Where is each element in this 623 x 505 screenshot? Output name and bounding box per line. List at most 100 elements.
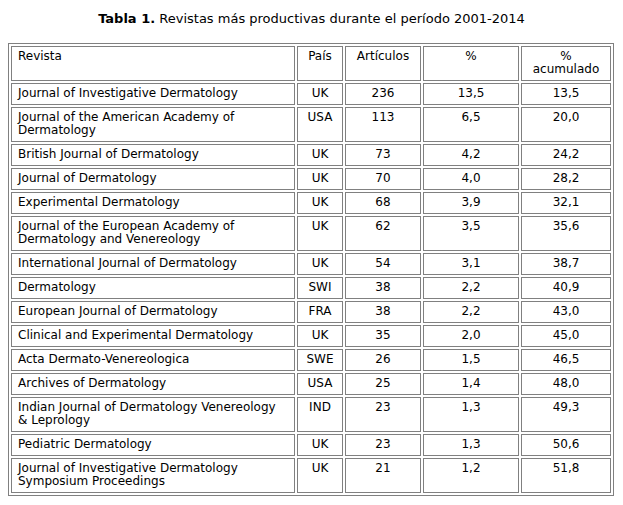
cell-pct-acumulado: 32,1 bbox=[521, 192, 611, 214]
cell-revista: Archives of Dermatology bbox=[11, 373, 295, 395]
table-row: Clinical and Experimental Dermatology UK… bbox=[11, 325, 611, 347]
cell-pct: 1,2 bbox=[423, 458, 519, 493]
header-row: Revista País Artículos % % acumulado bbox=[11, 46, 611, 81]
cell-pais: UK bbox=[297, 168, 343, 190]
cell-pais: UK bbox=[297, 458, 343, 493]
cell-pais: IND bbox=[297, 397, 343, 432]
table-row: Pediatric Dermatology UK 23 1,3 50,6 bbox=[11, 434, 611, 456]
table-row: Journal of the European Academy of Derma… bbox=[11, 216, 611, 251]
cell-pct-acumulado: 35,6 bbox=[521, 216, 611, 251]
cell-revista: Clinical and Experimental Dermatology bbox=[11, 325, 295, 347]
cell-pct: 3,5 bbox=[423, 216, 519, 251]
cell-pct: 4,2 bbox=[423, 144, 519, 166]
cell-articulos: 23 bbox=[345, 434, 421, 456]
table-caption: Tabla 1. Revistas más productivas durant… bbox=[0, 0, 623, 27]
cell-pct-acumulado: 46,5 bbox=[521, 349, 611, 371]
table-row: Journal of Investigative Dermatology Sym… bbox=[11, 458, 611, 493]
table-row: Journal of Dermatology UK 70 4,0 28,2 bbox=[11, 168, 611, 190]
cell-pct-acumulado: 40,9 bbox=[521, 277, 611, 299]
cell-revista: Journal of the European Academy of Derma… bbox=[11, 216, 295, 251]
cell-articulos: 26 bbox=[345, 349, 421, 371]
table-row: Archives of Dermatology USA 25 1,4 48,0 bbox=[11, 373, 611, 395]
table-caption-text: Revistas más productivas durante el perí… bbox=[155, 11, 525, 26]
cell-revista: Experimental Dermatology bbox=[11, 192, 295, 214]
header-pct-acumulado: % acumulado bbox=[521, 46, 611, 81]
cell-articulos: 73 bbox=[345, 144, 421, 166]
cell-revista: Journal of the American Academy of Derma… bbox=[11, 107, 295, 142]
cell-articulos: 38 bbox=[345, 277, 421, 299]
cell-pct: 1,3 bbox=[423, 397, 519, 432]
table-row: Indian Journal of Dermatology Venereolog… bbox=[11, 397, 611, 432]
table-row: Journal of Investigative Dermatology UK … bbox=[11, 83, 611, 105]
cell-pais: USA bbox=[297, 373, 343, 395]
cell-revista: Journal of Dermatology bbox=[11, 168, 295, 190]
cell-pct: 3,9 bbox=[423, 192, 519, 214]
cell-revista: Journal of Investigative Dermatology Sym… bbox=[11, 458, 295, 493]
cell-pct: 1,4 bbox=[423, 373, 519, 395]
cell-pct: 3,1 bbox=[423, 253, 519, 275]
cell-pct-acumulado: 45,0 bbox=[521, 325, 611, 347]
cell-pct-acumulado: 20,0 bbox=[521, 107, 611, 142]
cell-revista: Dermatology bbox=[11, 277, 295, 299]
cell-pct: 2,0 bbox=[423, 325, 519, 347]
cell-revista: Pediatric Dermatology bbox=[11, 434, 295, 456]
cell-revista: Journal of Investigative Dermatology bbox=[11, 83, 295, 105]
cell-pct: 1,5 bbox=[423, 349, 519, 371]
cell-pct: 13,5 bbox=[423, 83, 519, 105]
cell-pct-acumulado: 28,2 bbox=[521, 168, 611, 190]
cell-revista: Indian Journal of Dermatology Venereolog… bbox=[11, 397, 295, 432]
cell-pct: 6,5 bbox=[423, 107, 519, 142]
cell-pct: 2,2 bbox=[423, 277, 519, 299]
cell-pais: UK bbox=[297, 253, 343, 275]
cell-articulos: 54 bbox=[345, 253, 421, 275]
cell-revista: European Journal of Dermatology bbox=[11, 301, 295, 323]
table-row: Journal of the American Academy of Derma… bbox=[11, 107, 611, 142]
cell-pais: UK bbox=[297, 192, 343, 214]
cell-pct-acumulado: 24,2 bbox=[521, 144, 611, 166]
cell-articulos: 23 bbox=[345, 397, 421, 432]
cell-pais: UK bbox=[297, 144, 343, 166]
cell-revista: British Journal of Dermatology bbox=[11, 144, 295, 166]
cell-articulos: 38 bbox=[345, 301, 421, 323]
cell-pct-acumulado: 48,0 bbox=[521, 373, 611, 395]
cell-pct-acumulado: 13,5 bbox=[521, 83, 611, 105]
cell-pct: 4,0 bbox=[423, 168, 519, 190]
cell-pais: FRA bbox=[297, 301, 343, 323]
cell-articulos: 70 bbox=[345, 168, 421, 190]
table-row: European Journal of Dermatology FRA 38 2… bbox=[11, 301, 611, 323]
page: Tabla 1. Revistas más productivas durant… bbox=[0, 0, 623, 505]
cell-articulos: 21 bbox=[345, 458, 421, 493]
cell-pct-acumulado: 51,8 bbox=[521, 458, 611, 493]
table-row: Experimental Dermatology UK 68 3,9 32,1 bbox=[11, 192, 611, 214]
cell-articulos: 236 bbox=[345, 83, 421, 105]
table-caption-label: Tabla 1. bbox=[98, 11, 155, 26]
cell-pct: 2,2 bbox=[423, 301, 519, 323]
cell-pais: SWI bbox=[297, 277, 343, 299]
cell-articulos: 25 bbox=[345, 373, 421, 395]
cell-pais: UK bbox=[297, 325, 343, 347]
cell-articulos: 68 bbox=[345, 192, 421, 214]
table-row: International Journal of Dermatology UK … bbox=[11, 253, 611, 275]
table-row: Acta Dermato-Venereologica SWE 26 1,5 46… bbox=[11, 349, 611, 371]
cell-pct-acumulado: 38,7 bbox=[521, 253, 611, 275]
cell-articulos: 35 bbox=[345, 325, 421, 347]
cell-revista: Acta Dermato-Venereologica bbox=[11, 349, 295, 371]
cell-pct-acumulado: 50,6 bbox=[521, 434, 611, 456]
cell-pct-acumulado: 43,0 bbox=[521, 301, 611, 323]
cell-pais: USA bbox=[297, 107, 343, 142]
cell-articulos: 113 bbox=[345, 107, 421, 142]
cell-articulos: 62 bbox=[345, 216, 421, 251]
journals-table: Revista País Artículos % % acumulado Jou… bbox=[8, 43, 614, 496]
cell-pais: SWE bbox=[297, 349, 343, 371]
cell-pais: UK bbox=[297, 216, 343, 251]
header-articulos: Artículos bbox=[345, 46, 421, 81]
table-row: British Journal of Dermatology UK 73 4,2… bbox=[11, 144, 611, 166]
cell-pais: UK bbox=[297, 434, 343, 456]
cell-pais: UK bbox=[297, 83, 343, 105]
header-revista: Revista bbox=[11, 46, 295, 81]
table-row: Dermatology SWI 38 2,2 40,9 bbox=[11, 277, 611, 299]
cell-revista: International Journal of Dermatology bbox=[11, 253, 295, 275]
header-pais: País bbox=[297, 46, 343, 81]
cell-pct-acumulado: 49,3 bbox=[521, 397, 611, 432]
cell-pct: 1,3 bbox=[423, 434, 519, 456]
